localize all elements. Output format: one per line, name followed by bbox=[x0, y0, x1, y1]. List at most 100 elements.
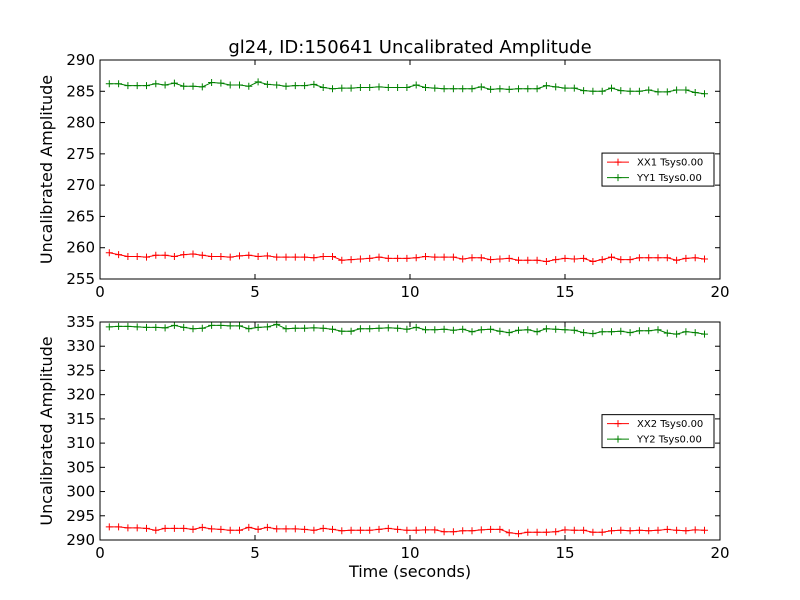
data-point bbox=[143, 253, 150, 261]
data-point bbox=[552, 256, 560, 264]
x-tick-label: 10 bbox=[400, 544, 419, 562]
data-point bbox=[115, 322, 123, 330]
data-point bbox=[189, 325, 197, 333]
top-legend: XX1 Tsys0.00 YY1 Tsys0.00 bbox=[601, 152, 715, 187]
data-point bbox=[236, 81, 243, 89]
y-tick-label: 285 bbox=[66, 82, 95, 100]
top-plot-area bbox=[105, 78, 708, 265]
data-point bbox=[403, 325, 411, 333]
data-point bbox=[691, 89, 699, 97]
data-point bbox=[375, 525, 383, 533]
data-point bbox=[635, 254, 643, 262]
data-point bbox=[552, 528, 560, 536]
data-point bbox=[412, 81, 420, 89]
data-point bbox=[366, 325, 374, 333]
data-point bbox=[356, 325, 364, 333]
data-point bbox=[301, 324, 309, 332]
data-point bbox=[673, 330, 681, 338]
data-point bbox=[412, 323, 420, 331]
legend-item-xx2: XX2 Tsys0.00 bbox=[607, 419, 703, 430]
data-point bbox=[310, 324, 318, 332]
legend-label-yy2: YY2 Tsys0.00 bbox=[636, 435, 702, 446]
data-point bbox=[226, 81, 234, 89]
data-point bbox=[524, 85, 532, 93]
data-point bbox=[552, 83, 560, 91]
top-y-axis-label: Uncalibrated Amplitude bbox=[37, 75, 56, 264]
data-point bbox=[217, 252, 225, 260]
data-point bbox=[459, 85, 467, 93]
data-point bbox=[580, 87, 588, 95]
data-point bbox=[226, 253, 234, 261]
data-point bbox=[198, 324, 206, 332]
data-point bbox=[589, 528, 597, 536]
data-point bbox=[115, 80, 123, 88]
data-point bbox=[226, 526, 234, 534]
legend-item-yy1: YY1 Tsys0.00 bbox=[607, 173, 702, 184]
y-tick-label: 275 bbox=[66, 145, 95, 163]
data-point bbox=[701, 330, 708, 338]
data-point bbox=[645, 527, 653, 535]
data-point bbox=[496, 525, 504, 533]
bottom-legend-box bbox=[601, 414, 715, 449]
data-point bbox=[505, 529, 513, 537]
data-point bbox=[170, 79, 178, 87]
data-point bbox=[124, 322, 132, 330]
data-point bbox=[673, 86, 681, 94]
y-tick-label: 265 bbox=[66, 207, 95, 225]
data-point bbox=[468, 328, 476, 336]
data-point bbox=[384, 524, 392, 532]
bottom-legend: XX2 Tsys0.00 YY2 Tsys0.00 bbox=[601, 414, 715, 449]
data-point bbox=[198, 83, 206, 91]
data-point bbox=[245, 82, 253, 90]
data-point bbox=[635, 526, 643, 534]
data-point bbox=[487, 256, 495, 264]
data-point bbox=[682, 328, 690, 336]
data-point bbox=[189, 82, 197, 90]
legend-marker bbox=[614, 420, 622, 428]
data-point bbox=[626, 329, 634, 337]
top-chart: Uncalibrated Amplitude XX1 Tsys0.00 YY1 … bbox=[37, 51, 730, 301]
top-legend-box bbox=[601, 152, 715, 187]
bottom-chart: Uncalibrated Amplitude Time (seconds) XX… bbox=[37, 313, 730, 581]
data-point bbox=[105, 249, 113, 257]
data-point bbox=[635, 87, 643, 95]
data-point bbox=[487, 525, 495, 533]
data-point bbox=[180, 251, 188, 259]
data-point bbox=[217, 79, 225, 87]
data-point bbox=[617, 327, 625, 335]
data-point bbox=[254, 323, 262, 331]
data-point bbox=[459, 255, 467, 263]
data-point bbox=[366, 84, 374, 92]
data-point bbox=[477, 326, 485, 334]
x-tick-label: 0 bbox=[95, 544, 105, 562]
data-point bbox=[598, 87, 606, 95]
data-point bbox=[626, 527, 634, 535]
data-point bbox=[561, 326, 569, 334]
data-point bbox=[338, 327, 346, 335]
y-tick-label: 300 bbox=[66, 483, 95, 501]
data-point bbox=[329, 325, 336, 333]
data-point bbox=[282, 253, 290, 261]
data-point bbox=[533, 328, 541, 336]
data-point bbox=[291, 324, 299, 332]
data-point bbox=[487, 85, 495, 93]
data-point bbox=[133, 82, 141, 90]
data-point bbox=[282, 82, 290, 90]
data-point bbox=[366, 526, 374, 534]
legend-label-yy1: YY1 Tsys0.00 bbox=[636, 173, 702, 184]
data-point bbox=[124, 252, 132, 260]
legend-marker bbox=[614, 174, 622, 182]
data-point bbox=[598, 528, 606, 536]
data-point bbox=[542, 257, 550, 265]
data-point bbox=[301, 82, 309, 90]
data-point bbox=[245, 251, 253, 259]
data-point bbox=[701, 255, 708, 263]
data-point bbox=[347, 256, 355, 264]
x-tick-label: 15 bbox=[555, 544, 574, 562]
data-point bbox=[263, 323, 271, 331]
data-point bbox=[124, 524, 132, 532]
y-tick-label: 270 bbox=[66, 176, 95, 194]
data-point bbox=[645, 254, 653, 262]
data-point bbox=[208, 79, 216, 87]
data-point bbox=[617, 526, 625, 534]
